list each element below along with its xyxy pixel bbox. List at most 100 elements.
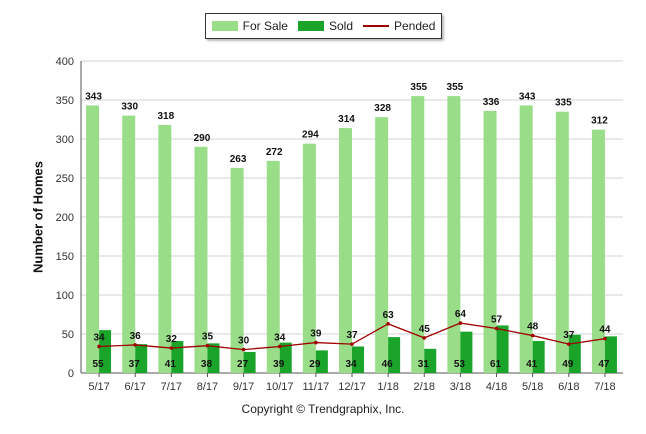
y-tick-label: 100	[56, 290, 74, 302]
for-sale-bar	[158, 124, 172, 374]
for-sale-bar	[519, 105, 533, 374]
pended-point	[314, 340, 318, 345]
sold-bar	[99, 330, 112, 373]
sold-data-label: 61	[490, 359, 502, 370]
for-sale-bar	[555, 111, 569, 373]
sold-bar	[243, 351, 256, 373]
for-sale-bar	[266, 160, 280, 373]
sold-data-label: 39	[273, 359, 285, 370]
pended-point	[494, 326, 499, 331]
legend-label-pended: Pended	[394, 19, 436, 33]
sold-bar	[388, 337, 401, 373]
y-tick-label: 50	[62, 329, 74, 341]
pended-point	[567, 342, 571, 346]
pended-data-label: 64	[455, 309, 467, 320]
x-tick-label: 11/17	[303, 381, 330, 393]
pended-data-label: 34	[274, 332, 286, 343]
sold-bar	[279, 342, 292, 373]
for-sale-swatch	[211, 21, 238, 31]
y-axis-label: Number of Homes	[30, 161, 46, 273]
for-sale-data-label: 328	[374, 103, 391, 114]
sold-data-label: 27	[237, 359, 249, 370]
sold-data-label: 47	[598, 359, 610, 370]
pended-data-label: 63	[383, 310, 395, 321]
sold-data-label: 53	[454, 359, 466, 370]
pended-swatch	[363, 25, 389, 27]
pended-point	[458, 321, 463, 325]
chart-legend: For Sale Sold Pended	[205, 13, 442, 39]
pended-data-label: 35	[202, 332, 214, 343]
sold-bar	[460, 331, 473, 373]
for-sale-data-label: 263	[230, 154, 247, 165]
x-tick-label: 3/18	[450, 381, 471, 393]
sold-bar	[315, 350, 328, 373]
for-sale-data-label: 336	[483, 97, 500, 108]
for-sale-bar	[194, 146, 208, 373]
y-tick-label: 400	[56, 56, 74, 68]
x-tick-label: 5/18	[522, 381, 543, 393]
for-sale-data-label: 330	[121, 102, 138, 113]
for-sale-data-label: 355	[410, 82, 427, 93]
for-sale-bar	[339, 128, 352, 373]
legend-label-for-sale: For Sale	[242, 19, 288, 33]
sold-bar	[424, 348, 437, 373]
pended-point	[350, 342, 354, 346]
pended-data-label: 32	[166, 334, 178, 345]
x-tick-label: 2/18	[414, 381, 435, 393]
for-sale-data-label: 312	[591, 116, 608, 127]
x-tick-label: 6/18	[558, 381, 579, 393]
for-sale-bar	[86, 105, 100, 374]
sold-bar	[496, 325, 509, 373]
sold-data-label: 31	[418, 359, 430, 370]
sold-data-label: 41	[165, 359, 177, 370]
pended-point	[386, 322, 390, 326]
copyright-footer: Copyright © Trendgraphix, Inc.	[241, 402, 405, 416]
pended-data-label: 37	[563, 330, 575, 341]
pended-data-label: 48	[527, 322, 539, 333]
sold-data-label: 38	[201, 359, 213, 370]
x-tick-label: 10/17	[266, 381, 294, 393]
for-sale-bar	[411, 96, 425, 373]
for-sale-bar	[230, 167, 244, 373]
legend-item-sold: Sold	[297, 19, 353, 33]
sold-bar	[604, 336, 617, 373]
for-sale-bar	[375, 117, 389, 373]
sold-bar	[135, 344, 148, 373]
pended-point	[169, 346, 174, 350]
pended-data-label: 57	[491, 315, 503, 326]
x-tick-label: 7/17	[161, 381, 182, 393]
sold-data-label: 29	[309, 359, 321, 370]
x-tick-label: 9/17	[233, 381, 254, 393]
x-tick-label: 1/18	[377, 381, 398, 393]
pended-point	[205, 343, 210, 348]
y-tick-label: 250	[56, 173, 74, 185]
sold-data-label: 46	[382, 359, 394, 370]
y-tick-label: 300	[56, 134, 74, 146]
pended-data-label: 36	[130, 331, 142, 342]
pended-data-label: 45	[419, 324, 431, 335]
pended-data-label: 37	[346, 330, 358, 341]
sold-bar	[207, 343, 220, 373]
pended-point	[422, 336, 427, 340]
sold-data-label: 37	[129, 359, 141, 370]
for-sale-data-label: 272	[266, 147, 283, 158]
x-tick-label: 7/18	[594, 381, 615, 393]
for-sale-data-label: 314	[338, 114, 355, 125]
legend-label-sold: Sold	[328, 19, 353, 33]
for-sale-data-label: 318	[157, 111, 174, 122]
pended-point	[277, 344, 282, 349]
x-tick-label: 8/17	[197, 381, 218, 393]
legend-item-pended: Pended	[363, 19, 435, 33]
for-sale-bar	[483, 110, 497, 374]
for-sale-data-label: 294	[302, 130, 319, 141]
for-sale-data-label: 355	[447, 82, 464, 93]
pended-point	[97, 344, 101, 349]
sold-data-label: 41	[526, 359, 538, 370]
sold-data-label: 55	[93, 359, 105, 370]
legend-item-for-sale: For Sale	[211, 19, 288, 33]
pended-point	[133, 343, 137, 347]
sold-bar	[352, 346, 364, 373]
pended-point	[603, 336, 607, 341]
x-tick-label: 12/17	[338, 381, 366, 393]
sold-data-label: 34	[345, 359, 357, 370]
